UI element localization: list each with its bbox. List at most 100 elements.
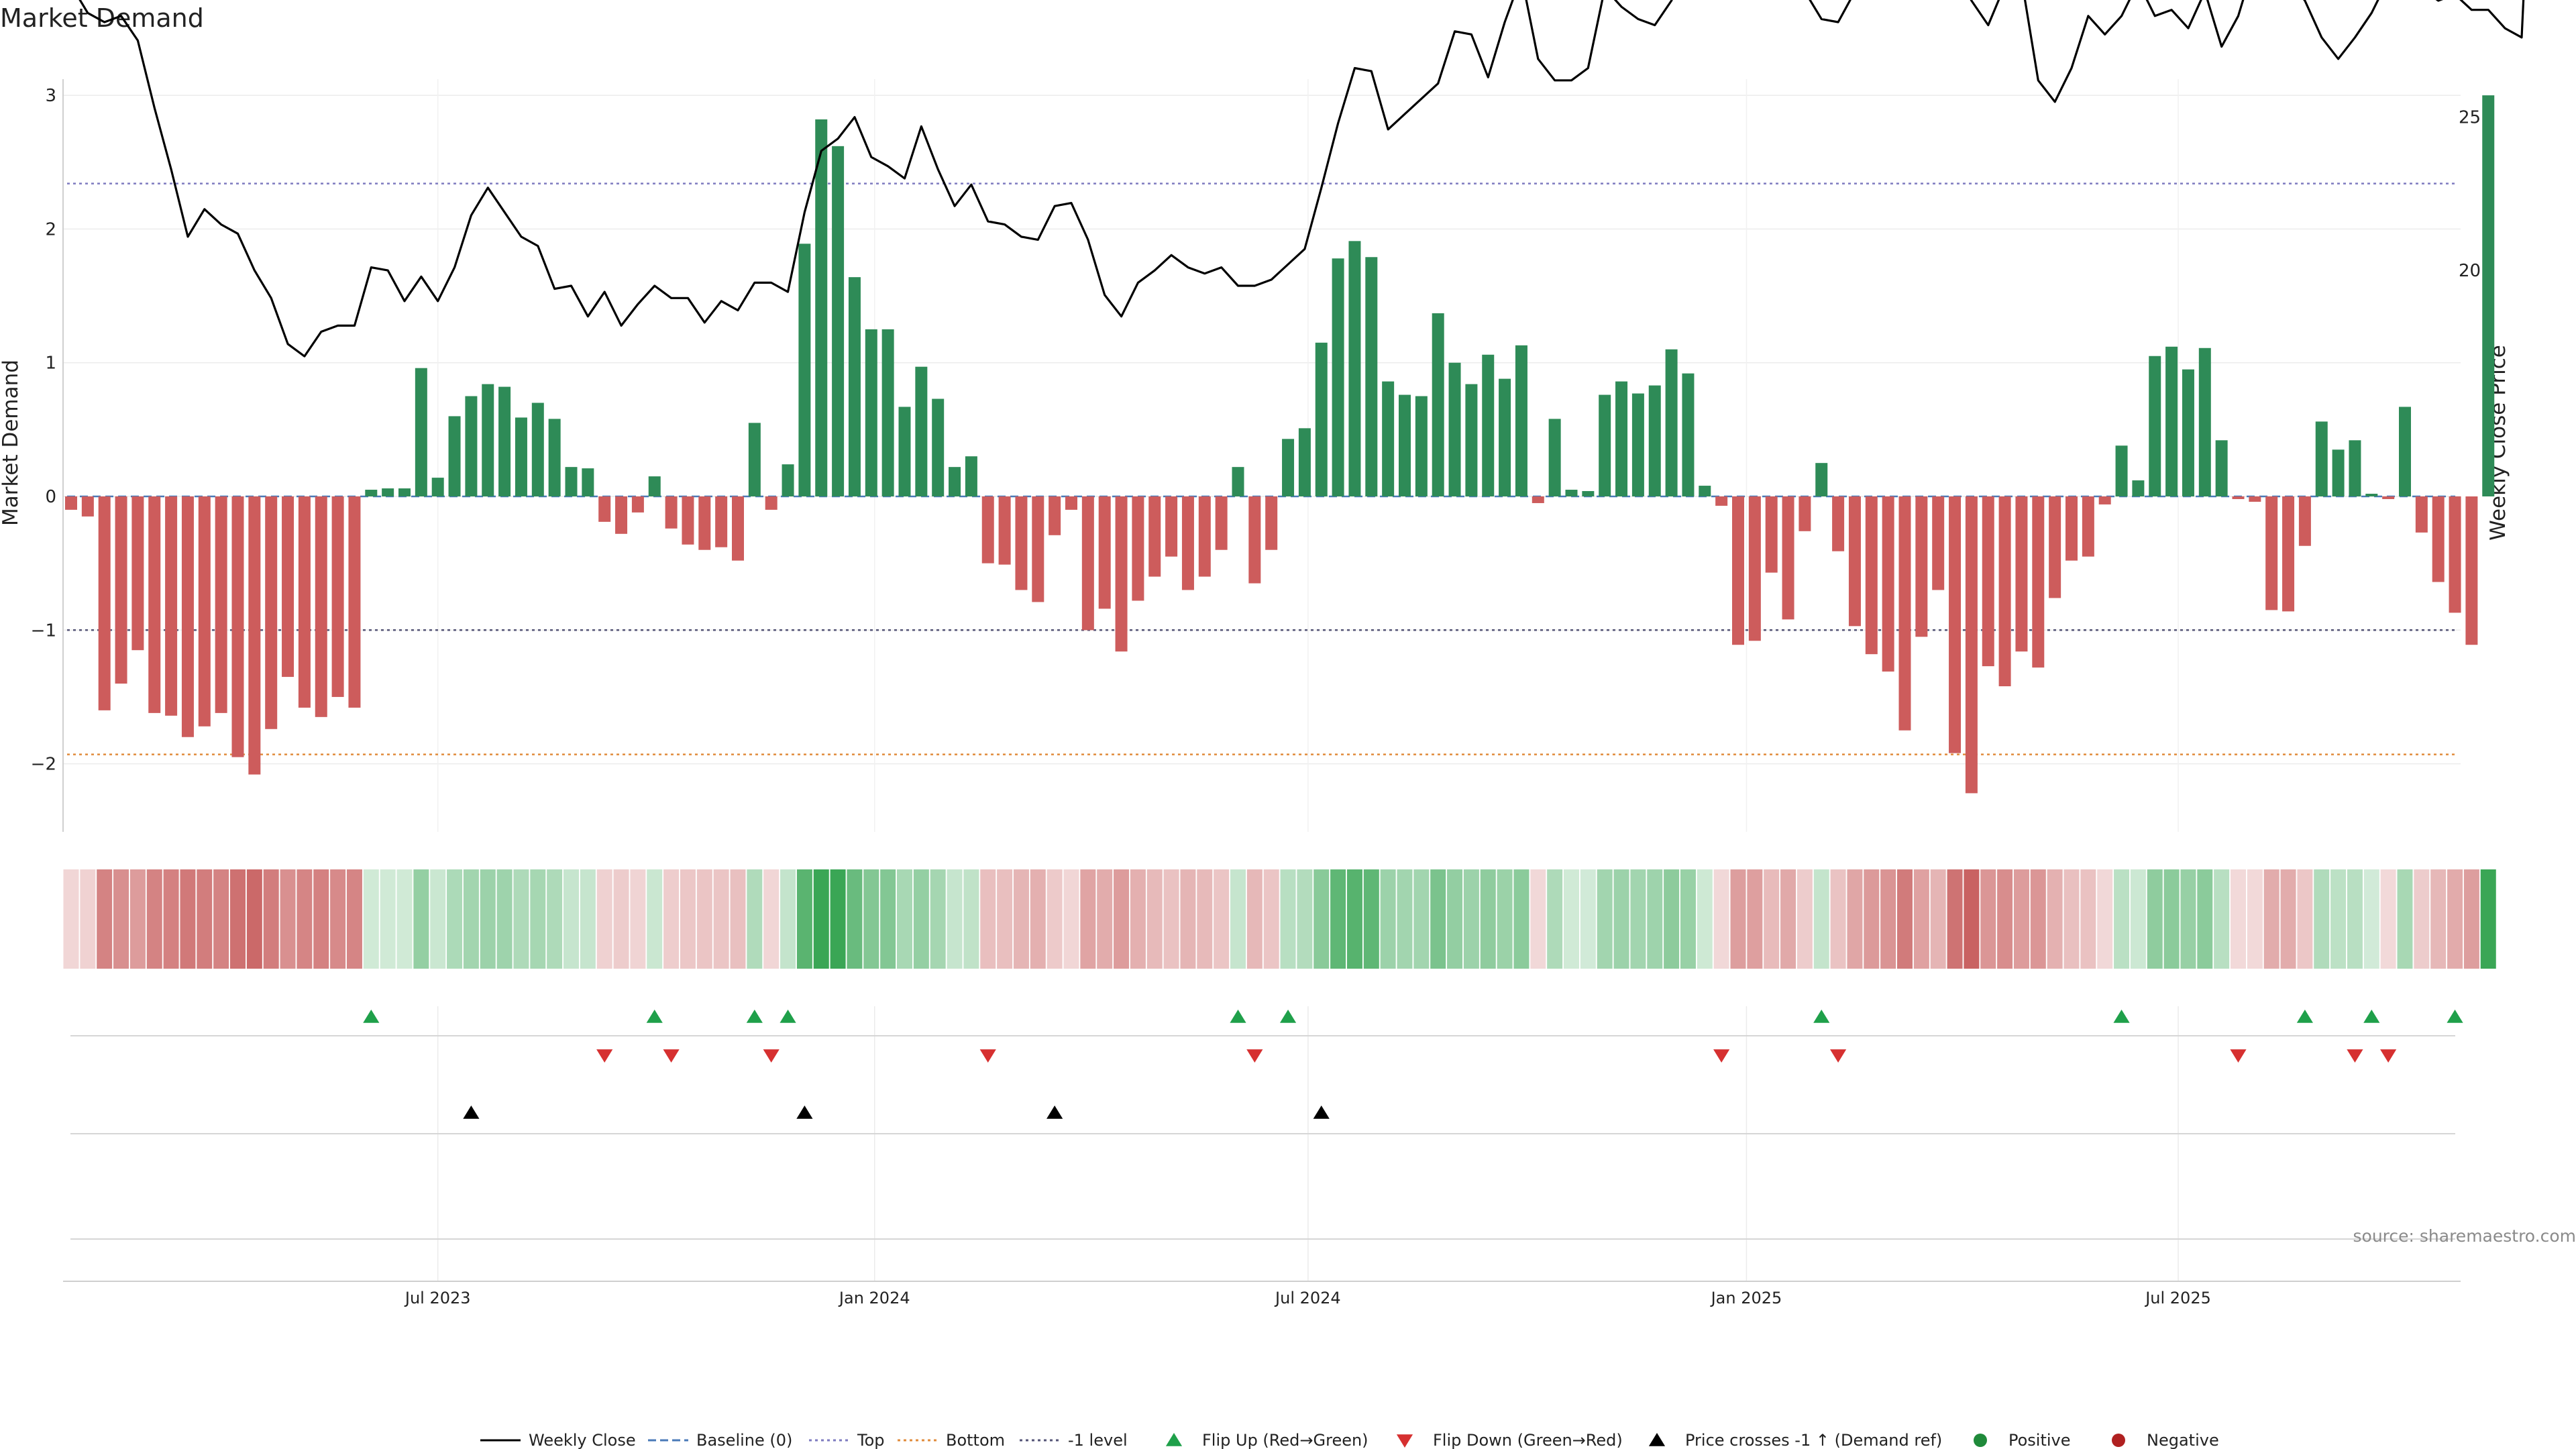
heat-cell bbox=[1980, 869, 1996, 969]
heat-cell bbox=[246, 869, 262, 969]
heat-cell bbox=[1947, 869, 1963, 969]
heat-cell bbox=[97, 869, 113, 969]
demand-bar bbox=[2482, 95, 2495, 497]
x-tick-label: Jul 2024 bbox=[1274, 1289, 1341, 1307]
y-tick-label: −2 bbox=[31, 755, 56, 775]
demand-bar bbox=[2349, 440, 2361, 496]
y-tick-label: 2 bbox=[45, 219, 56, 239]
flip-up-marker bbox=[2447, 1010, 2463, 1023]
heat-cell bbox=[2363, 869, 2379, 969]
heat-cell bbox=[2247, 869, 2263, 969]
flip-down-marker bbox=[663, 1049, 680, 1063]
y-tick-label: 0 bbox=[45, 487, 56, 507]
heat-cell bbox=[2263, 869, 2279, 969]
demand-bar bbox=[1148, 496, 1161, 577]
heat-cell bbox=[230, 869, 246, 969]
demand-bar bbox=[1848, 496, 1861, 627]
demand-bar bbox=[981, 496, 994, 564]
demand-bar bbox=[131, 496, 144, 651]
demand-bar bbox=[2165, 346, 2178, 496]
heat-cell bbox=[1013, 869, 1029, 969]
flip-up-marker bbox=[2363, 1010, 2380, 1023]
demand-bar bbox=[1682, 373, 1695, 496]
heat-cell bbox=[346, 869, 362, 969]
demand-heat-strip bbox=[63, 869, 2496, 969]
heat-cell bbox=[1680, 869, 1696, 969]
demand-bar bbox=[732, 496, 744, 561]
demand-bar bbox=[1599, 394, 1611, 496]
demand-bar bbox=[1098, 496, 1111, 609]
demand-bar bbox=[565, 467, 578, 496]
flip-up-marker bbox=[1813, 1010, 1830, 1023]
heat-cell bbox=[647, 869, 663, 969]
heat-cell bbox=[1046, 869, 1063, 969]
heat-cell bbox=[1864, 869, 1880, 969]
demand-bar bbox=[1631, 393, 1644, 496]
demand-bar bbox=[1265, 496, 1278, 550]
heat-cell bbox=[580, 869, 596, 969]
y-axis-label: Market Demand bbox=[0, 360, 23, 526]
demand-bar bbox=[1132, 496, 1144, 601]
demand-bar bbox=[1415, 396, 1428, 496]
demand-bar bbox=[2415, 496, 2428, 533]
demand-bar bbox=[498, 386, 511, 496]
flip-up-marker bbox=[646, 1010, 663, 1023]
heat-cell bbox=[1997, 869, 2013, 969]
demand-bar bbox=[1315, 342, 1328, 496]
heat-cell bbox=[263, 869, 279, 969]
y2-axis-ticks: 4035302520 bbox=[2459, 108, 2481, 282]
demand-bar bbox=[2249, 496, 2261, 502]
demand-bar bbox=[448, 416, 461, 496]
legend-swatch bbox=[1165, 1433, 1183, 1446]
demand-bar bbox=[98, 496, 111, 710]
demand-bar bbox=[382, 488, 394, 496]
demand-bar bbox=[932, 398, 945, 496]
heat-cell bbox=[1764, 869, 1780, 969]
demand-bar bbox=[1465, 384, 1478, 496]
flip-down-marker bbox=[2230, 1049, 2247, 1063]
demand-bar bbox=[1915, 496, 1928, 637]
legend-label: Bottom bbox=[946, 1431, 1005, 1449]
demand-bar bbox=[2399, 407, 2411, 496]
demand-bar bbox=[148, 496, 161, 713]
demand-bar bbox=[582, 468, 594, 496]
heat-cell bbox=[1847, 869, 1863, 969]
legend-label: Top bbox=[857, 1431, 885, 1449]
price-cross-marker bbox=[796, 1106, 813, 1119]
heat-cell bbox=[1697, 869, 1713, 969]
flip-up-marker bbox=[363, 1010, 380, 1023]
heat-cell bbox=[430, 869, 446, 969]
heat-cell bbox=[1713, 869, 1729, 969]
demand-bar bbox=[2332, 449, 2345, 496]
legend-swatch bbox=[1648, 1433, 1666, 1446]
demand-bar bbox=[682, 496, 694, 545]
flip-down-marker bbox=[979, 1049, 996, 1063]
demand-bar bbox=[1448, 362, 1461, 496]
legend: Weekly Close Baseline (0) Top Bottom -1 leve… bbox=[480, 1431, 2219, 1449]
demand-bar bbox=[2465, 496, 2478, 645]
heat-cell bbox=[2197, 869, 2213, 969]
heat-cell bbox=[1580, 869, 1596, 969]
demand-bar bbox=[965, 456, 977, 496]
legend-item: -1 level bbox=[1020, 1431, 1128, 1449]
heat-cell bbox=[2297, 869, 2313, 969]
heat-cell bbox=[2447, 869, 2463, 969]
heat-cell bbox=[1063, 869, 1079, 969]
heat-cell bbox=[496, 869, 513, 969]
demand-bar bbox=[265, 496, 278, 729]
heat-cell bbox=[680, 869, 696, 969]
legend-item: Negative bbox=[2112, 1431, 2219, 1449]
demand-bar bbox=[515, 417, 527, 496]
demand-bar bbox=[315, 496, 327, 717]
heat-cell bbox=[1930, 869, 1946, 969]
demand-bar bbox=[1582, 491, 1595, 496]
heat-cell bbox=[1964, 869, 1980, 969]
demand-bar bbox=[715, 496, 728, 547]
demand-bar bbox=[2215, 440, 2228, 496]
legend-item: Positive bbox=[1974, 1431, 2071, 1449]
heat-cell bbox=[2063, 869, 2080, 969]
legend-label: Flip Down (Green→Red) bbox=[1433, 1431, 1623, 1449]
demand-bar bbox=[1565, 490, 1578, 496]
demand-bar bbox=[1282, 439, 1295, 496]
flip-down-marker bbox=[2380, 1049, 2397, 1063]
